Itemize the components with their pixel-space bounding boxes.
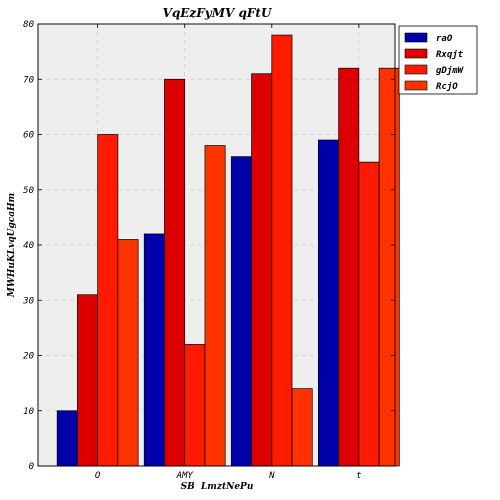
legend-label: gDjmW: [436, 65, 465, 76]
bar-Rxqjt-t: [338, 67, 360, 467]
y-tick-label: 10: [23, 407, 34, 417]
y-tick-label: 30: [22, 296, 34, 306]
bar-raO-N: [230, 156, 252, 467]
x-tick-label: AMY: [176, 471, 194, 481]
legend-swatch: [404, 80, 428, 91]
legend: raO Rxqjt gDjmW RcjO: [398, 25, 478, 95]
y-tick-label: 20: [23, 352, 34, 362]
x-tick-label: t: [356, 471, 361, 481]
bar-Rxqjt-N: [251, 73, 273, 467]
legend-label: raO: [436, 34, 453, 44]
bar-raO-O: [56, 410, 78, 467]
bar-gDjmW-AMY: [184, 344, 206, 467]
y-tick-label: 0: [29, 462, 34, 472]
y-axis-label: MWHuKLvqUgcaHm: [7, 193, 17, 298]
plot-frame: [37, 23, 396, 467]
bar-gDjmW-t: [358, 161, 380, 467]
bar-gDjmW-N: [271, 34, 293, 467]
bar-RcjO-t: [378, 67, 400, 467]
y-tick-label: 70: [23, 75, 34, 85]
y-tick-label: 80: [23, 20, 34, 30]
bar-raO-t: [318, 139, 339, 467]
bar-raO-AMY: [143, 233, 165, 467]
legend-label: RcjO: [436, 81, 458, 92]
y-tick-label: 60: [23, 131, 34, 141]
bar-gDjmW-O: [97, 134, 119, 467]
x-tick-label: O: [95, 471, 101, 481]
legend-swatch: [404, 32, 428, 43]
bar-RcjO-AMY: [204, 145, 226, 467]
x-tick-label: N: [268, 471, 275, 481]
bar-RcjO-N: [291, 388, 313, 467]
y-tick-label: 50: [23, 186, 34, 196]
y-axis-ticks: 0 10 20 30 40 50 60 70 80: [22, 20, 395, 472]
chart-title: VqEzFyMV qFtU: [163, 6, 273, 20]
x-axis-label: SB LmztNePu: [181, 482, 254, 492]
bar-RcjO-O: [117, 239, 139, 467]
legend-swatch: [404, 64, 428, 75]
y-tick-label: 40: [23, 241, 34, 251]
legend-label: Rxqjt: [436, 49, 464, 60]
bar-Rxqjt-O: [77, 294, 98, 467]
legend-swatch: [404, 48, 428, 59]
bar-Rxqjt-AMY: [164, 78, 186, 467]
